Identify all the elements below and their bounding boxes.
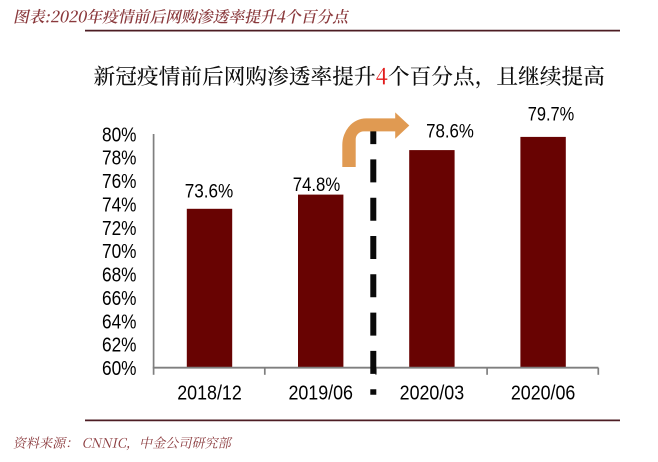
svg-text:74%: 74% <box>102 194 137 216</box>
svg-text:76%: 76% <box>102 171 137 193</box>
svg-text:68%: 68% <box>102 265 137 287</box>
svg-text:66%: 66% <box>102 288 137 310</box>
svg-text:78%: 78% <box>102 148 137 170</box>
svg-text:74.8%: 74.8% <box>293 174 340 196</box>
svg-text:70%: 70% <box>102 241 137 263</box>
svg-text:72%: 72% <box>102 218 137 240</box>
svg-text:79.7%: 79.7% <box>528 104 575 126</box>
svg-text:80%: 80% <box>102 124 137 146</box>
svg-text:73.6%: 73.6% <box>185 181 234 203</box>
svg-text:64%: 64% <box>102 311 137 333</box>
svg-text:2020/03: 2020/03 <box>400 383 465 405</box>
svg-text:60%: 60% <box>102 358 137 380</box>
svg-text:78.6%: 78.6% <box>426 121 474 143</box>
svg-text:2018/12: 2018/12 <box>177 383 242 405</box>
svg-text:2019/06: 2019/06 <box>288 383 353 405</box>
svg-text:62%: 62% <box>102 335 137 357</box>
svg-text:2020/06: 2020/06 <box>511 383 576 405</box>
